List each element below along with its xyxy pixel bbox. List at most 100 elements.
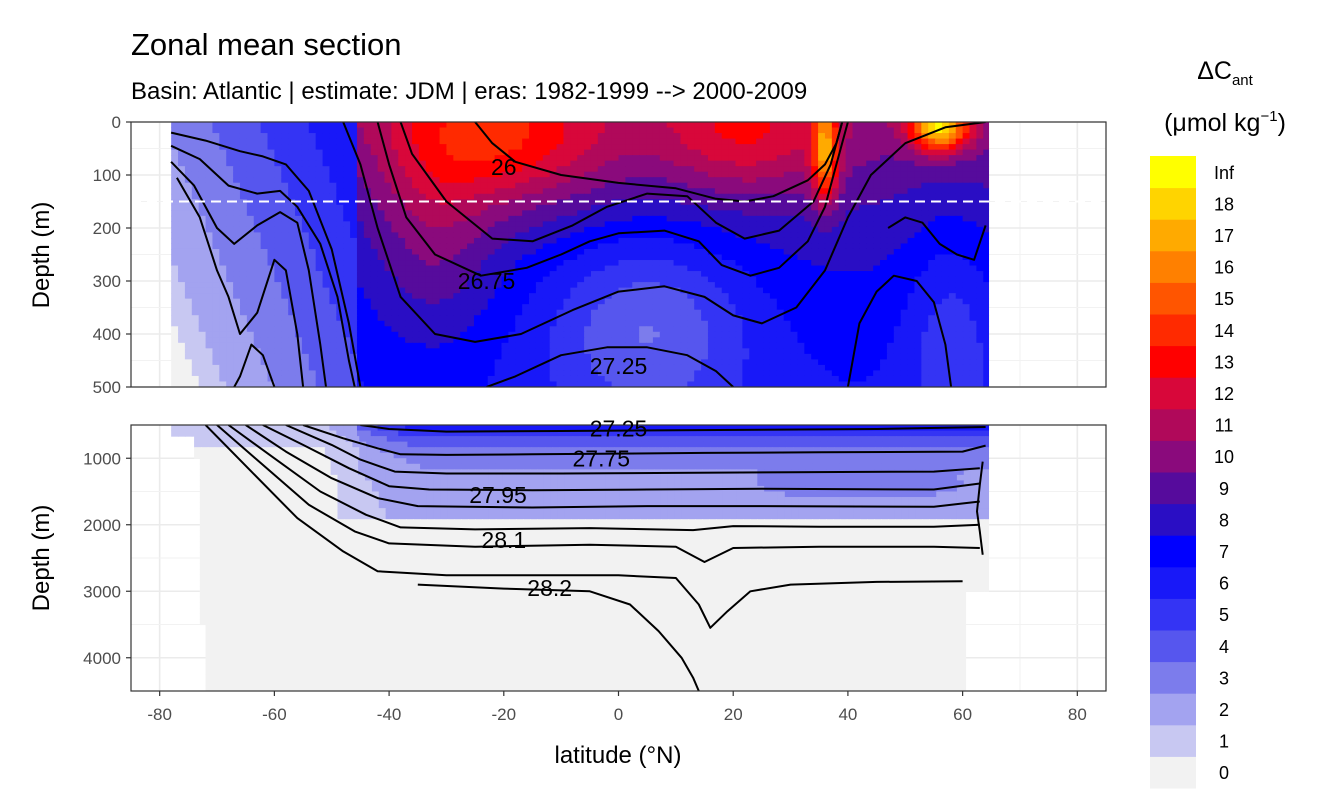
field-cell [508, 304, 516, 311]
field-cell [666, 315, 675, 322]
field-cell [611, 188, 620, 195]
field-cell [735, 326, 743, 333]
field-cell [535, 320, 544, 327]
field-cell [253, 182, 262, 189]
field-cell [384, 248, 392, 256]
field-cell [542, 127, 551, 134]
field-cell [487, 320, 496, 327]
field-cell [976, 309, 984, 316]
field-cell [418, 221, 427, 228]
field-cell [859, 254, 867, 261]
field-cell [742, 127, 750, 134]
field-cell [239, 276, 248, 283]
field-cell [714, 265, 723, 272]
field-cell [549, 193, 558, 200]
field-cell [632, 276, 640, 283]
field-cell [776, 265, 785, 272]
field-cell [322, 127, 331, 134]
field-cell [501, 221, 509, 228]
field-cell [742, 204, 750, 211]
field-cell [866, 210, 874, 217]
field-cell [343, 133, 351, 140]
field-cell [597, 276, 606, 283]
field-cell [577, 160, 585, 167]
field-cell [191, 309, 200, 316]
field-cell [556, 127, 565, 134]
field-cell [432, 243, 441, 250]
field-cell [873, 160, 881, 167]
field-cell [267, 342, 275, 349]
field-cell [646, 293, 654, 300]
field-cell [928, 221, 936, 228]
field-cell [219, 326, 227, 333]
field-cell [501, 293, 509, 300]
field-cell [542, 282, 551, 289]
field-cell [659, 248, 668, 256]
field-cell [680, 320, 688, 327]
field-cell [756, 287, 764, 294]
field-cell [646, 221, 654, 228]
field-cell [178, 188, 186, 195]
field-cell [811, 243, 819, 250]
field-cell [900, 304, 909, 311]
field-cell [804, 331, 812, 338]
field-cell [852, 293, 860, 300]
field-cell [570, 337, 578, 344]
field-cell [783, 276, 792, 283]
field-cell [405, 309, 413, 316]
field-cell [652, 348, 661, 355]
field-cell [976, 177, 984, 184]
field-cell [549, 309, 558, 316]
field-cell [549, 166, 558, 173]
field-cell [914, 304, 922, 311]
field-cell [391, 166, 399, 173]
field-cell [205, 282, 214, 289]
field-cell [329, 293, 337, 300]
field-cell [418, 315, 427, 322]
field-cell [515, 304, 523, 311]
field-cell [239, 337, 248, 344]
field-cell [907, 298, 916, 305]
field-cell [721, 265, 730, 272]
field-cell [893, 342, 902, 349]
field-cell [329, 215, 337, 222]
field-cell [246, 171, 255, 178]
field-cell [694, 160, 702, 167]
field-cell [542, 298, 551, 305]
field-cell [281, 138, 289, 145]
field-cell [446, 166, 454, 173]
field-cell [618, 282, 626, 289]
field-cell [728, 298, 737, 305]
field-cell [246, 144, 255, 151]
field-cell [735, 204, 743, 211]
field-cell [859, 210, 867, 217]
field-cell [866, 133, 874, 140]
field-cell [694, 193, 702, 200]
field-cell [721, 127, 730, 134]
field-cell [907, 271, 916, 278]
field-cell [652, 177, 661, 184]
field-cell [852, 276, 860, 283]
field-cell [907, 331, 916, 338]
field-cell [763, 260, 771, 267]
field-cell [873, 171, 881, 178]
field-cell [556, 265, 565, 272]
field-cell [260, 243, 269, 250]
field-cell [315, 166, 324, 173]
field-cell [370, 254, 379, 261]
field-cell [790, 265, 799, 272]
field-cell [535, 155, 544, 162]
field-cell [652, 204, 661, 211]
field-cell [893, 293, 902, 300]
field-cell [377, 254, 386, 261]
field-cell [301, 199, 310, 206]
field-cell [859, 243, 867, 250]
field-cell [866, 221, 874, 228]
field-cell [522, 144, 530, 151]
field-cell [838, 149, 847, 156]
field-cell [611, 254, 620, 261]
field-cell [776, 177, 785, 184]
field-cell [329, 182, 337, 189]
field-cell [467, 193, 475, 200]
